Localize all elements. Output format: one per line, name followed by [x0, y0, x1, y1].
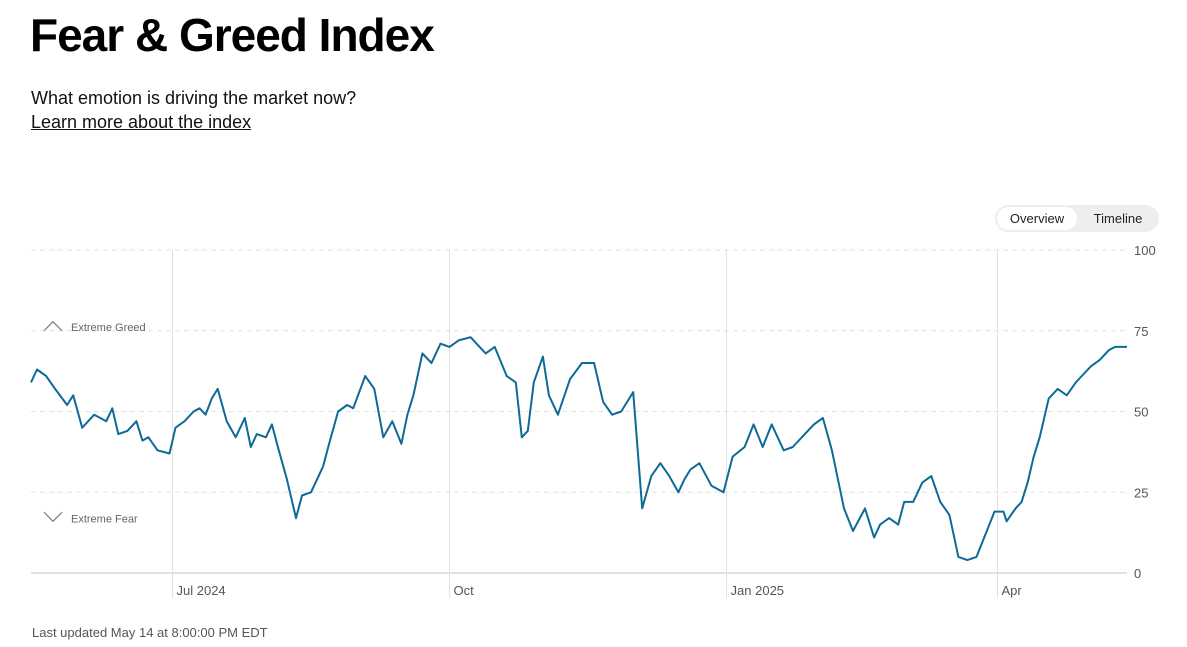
y-tick-label: 0	[1134, 566, 1141, 581]
index-line	[30, 336, 1127, 562]
overview-toggle-button[interactable]: Overview	[997, 207, 1077, 230]
x-tick-label: Jul 2024	[177, 583, 226, 598]
x-tick-label: Oct	[454, 583, 475, 598]
extreme-greed-arrow-icon	[43, 320, 63, 332]
fear-greed-chart: 0 25 50 75 100 Jul 2024 Oct Jan 2025 Apr Extreme …	[30, 243, 1156, 598]
y-tick-label: 50	[1134, 405, 1148, 420]
extreme-greed-label: Extreme Greed	[71, 322, 146, 334]
y-tick-label: 75	[1134, 324, 1148, 339]
extreme-fear-arrow-icon	[43, 511, 63, 523]
x-tick-label: Apr	[1002, 583, 1023, 598]
page-title: Fear & Greed Index	[30, 9, 435, 61]
extreme-fear-label: Extreme Fear	[71, 513, 138, 525]
page-subtitle: What emotion is driving the market now?	[31, 88, 357, 108]
learn-more-link[interactable]: Learn more about the index	[31, 112, 252, 132]
timeline-toggle-button[interactable]: Timeline	[1093, 211, 1143, 226]
y-tick-label: 25	[1134, 485, 1148, 500]
view-toggle: Overview Timeline	[995, 205, 1159, 232]
y-tick-label: 100	[1134, 243, 1156, 258]
last-updated: Last updated May 14 at 8:00:00 PM EDT	[32, 625, 268, 640]
x-tick-label: Jan 2025	[731, 583, 785, 598]
